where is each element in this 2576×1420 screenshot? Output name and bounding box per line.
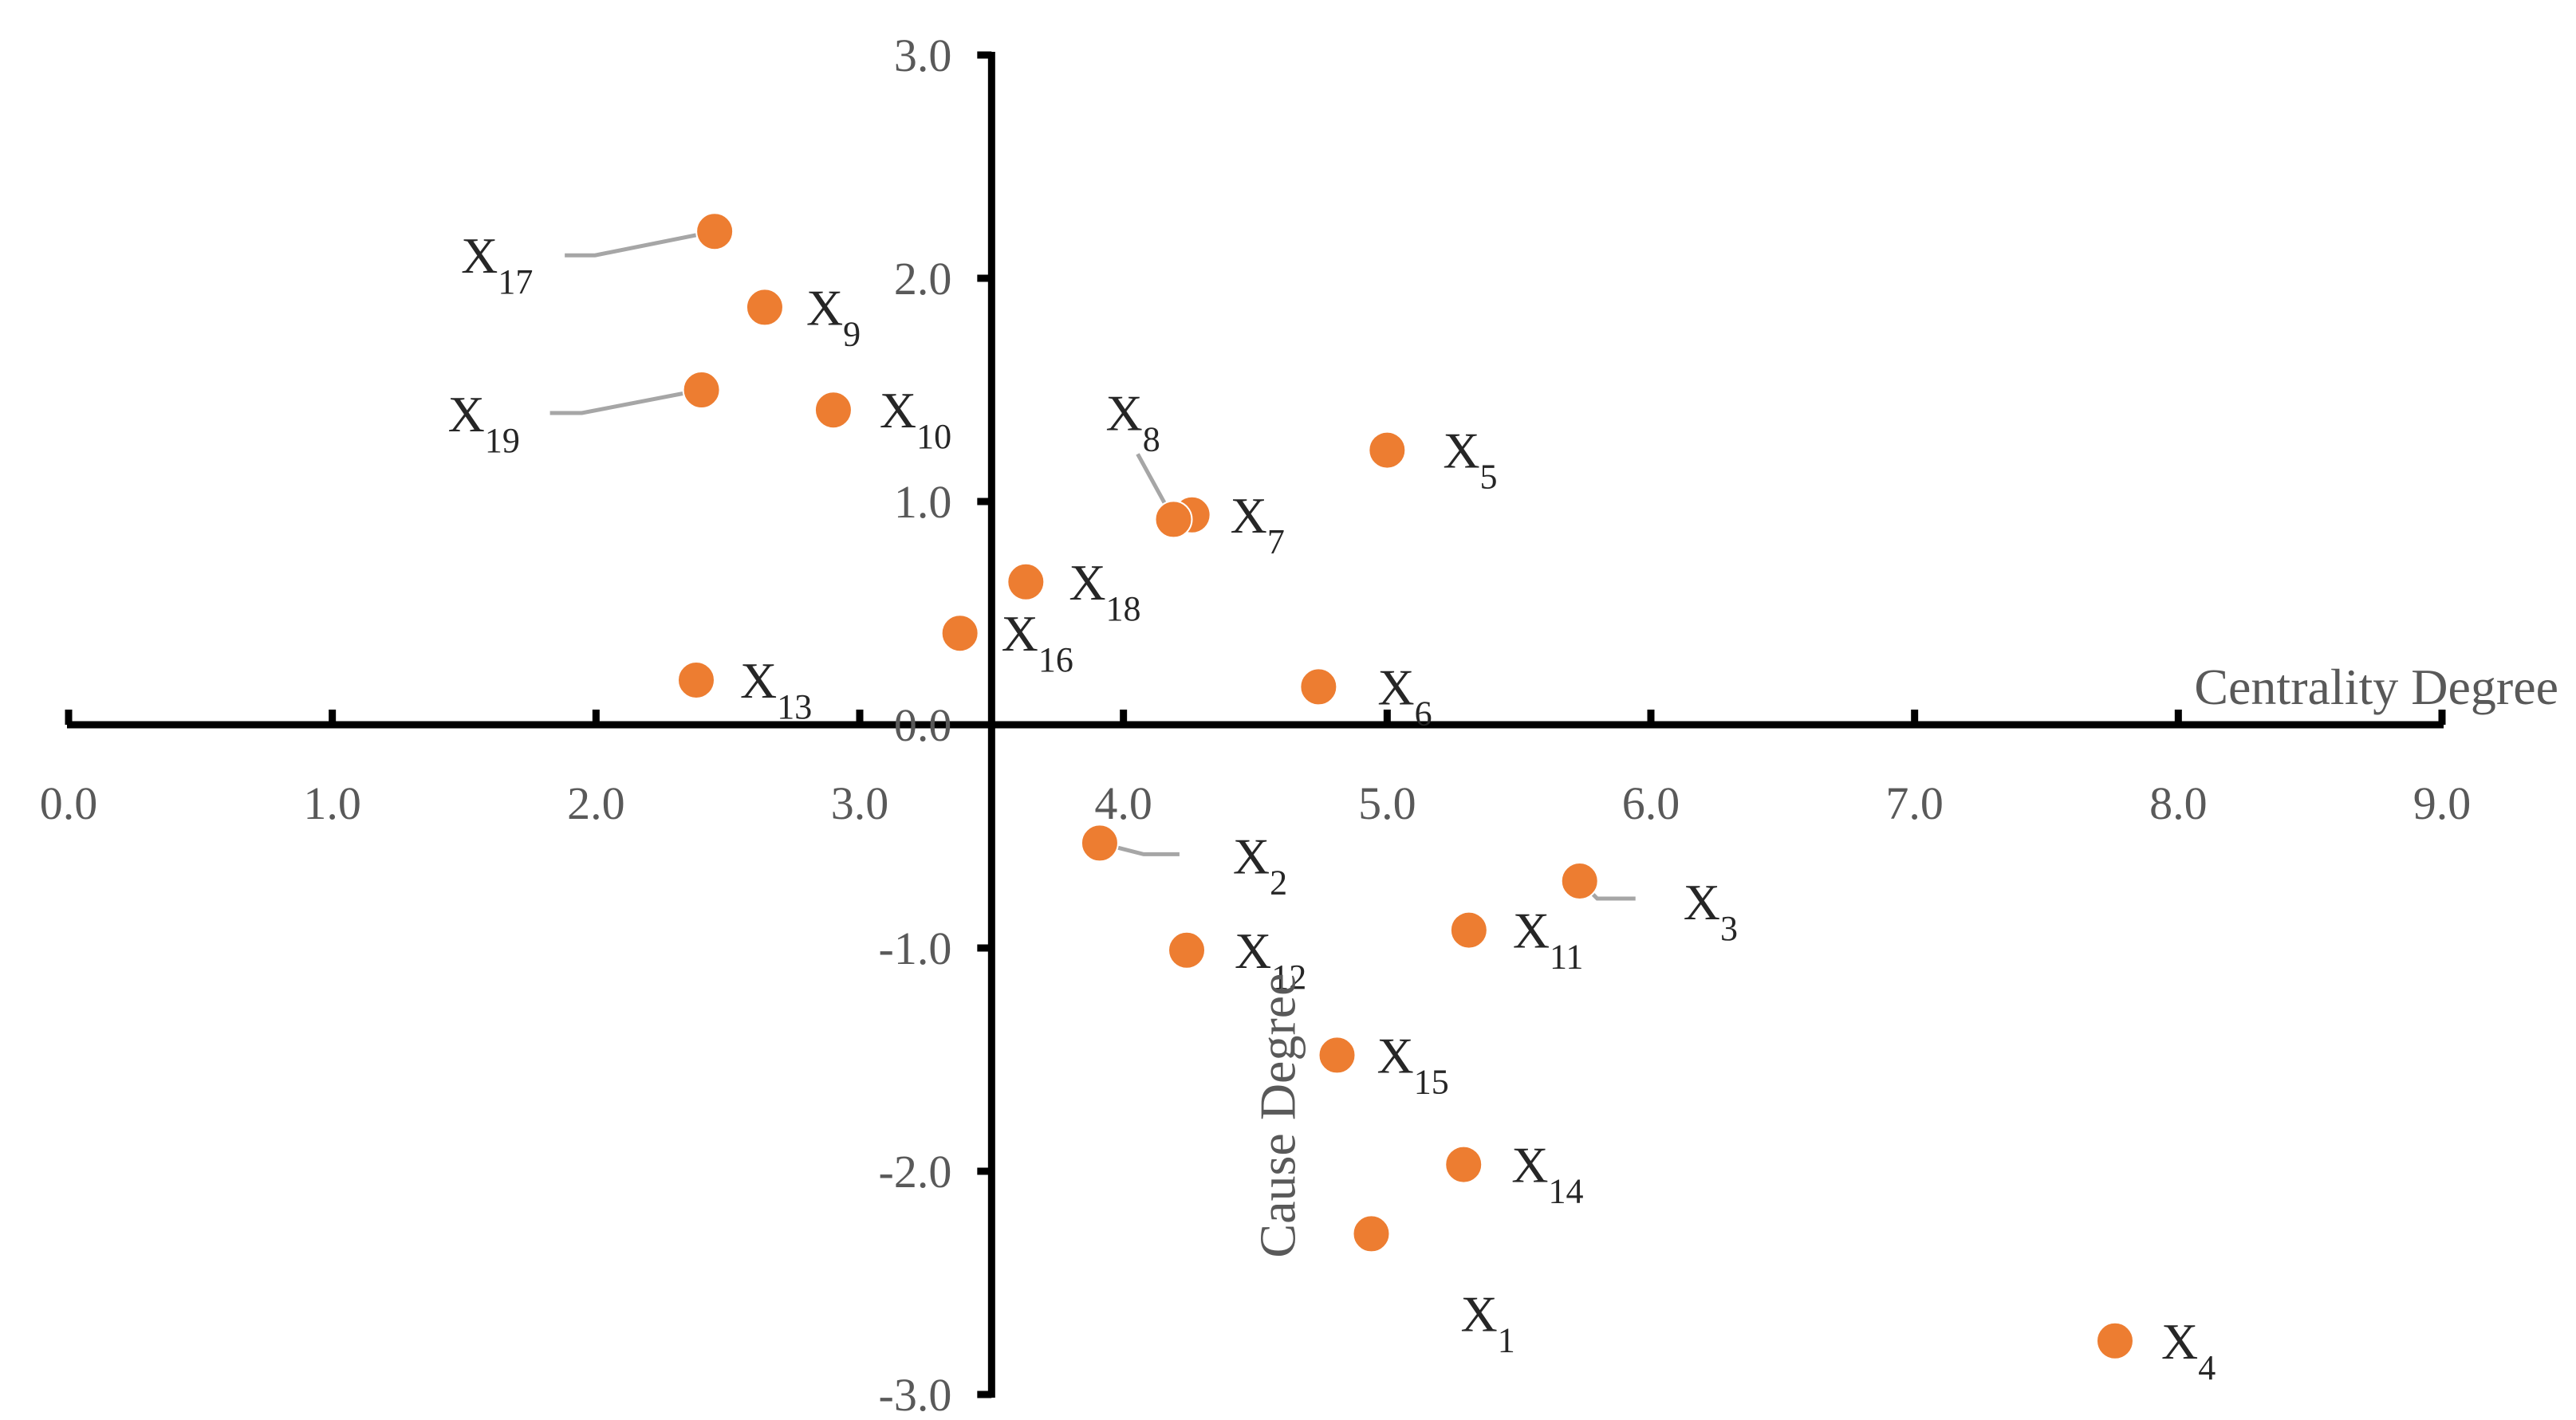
point-label-x15: X15: [1377, 1027, 1449, 1101]
data-point-x6: [1299, 667, 1338, 706]
data-point-x3: [1560, 862, 1599, 900]
x-tick-label: 0.0: [40, 777, 98, 829]
data-point-x10: [813, 391, 853, 430]
axes: [65, 51, 2446, 1398]
point-label-x1: X1: [1460, 1285, 1514, 1359]
y-tick-label: 3.0: [894, 30, 952, 81]
point-label-x5: X5: [1443, 423, 1497, 497]
y-axis-title: Cause Degree: [1250, 973, 1306, 1257]
data-point-x5: [1368, 431, 1407, 470]
data-point-x15: [1318, 1036, 1357, 1075]
x-tick-label: 2.0: [567, 777, 625, 829]
x-tick-label: 7.0: [1885, 777, 1944, 829]
x-tick-label: 4.0: [1094, 777, 1152, 829]
point-label-x13: X13: [740, 652, 812, 726]
data-point-x2: [1080, 824, 1119, 863]
tick-labels: 0.0 1.0 2.0 3.0 4.0 5.0 6.0 7.0 8.0 9.0 3.0 2.0 1.0 0…: [40, 30, 2472, 1420]
data-point-x1: [1352, 1214, 1391, 1253]
point-label-x19: X19: [448, 386, 520, 460]
data-point-x8: [1154, 500, 1193, 539]
y-tick-label: 1.0: [894, 476, 952, 528]
point-label-x2: X2: [1233, 828, 1287, 902]
point-label-x11: X11: [1513, 903, 1584, 977]
x-axis-title: Centrality Degree: [2194, 659, 2558, 715]
data-point-x9: [745, 288, 784, 327]
x-tick-label: 8.0: [2149, 777, 2208, 829]
data-point-x4: [2095, 1321, 2134, 1360]
x-tick-label: 6.0: [1622, 777, 1680, 829]
point-label-x17: X17: [461, 227, 533, 301]
point-label-x9: X9: [806, 279, 861, 353]
point-label-x4: X4: [2161, 1313, 2216, 1387]
point-label-x12: X12: [1235, 922, 1306, 997]
data-point-x16: [940, 614, 979, 653]
data-point-x14: [1444, 1145, 1483, 1184]
point-label-x18: X18: [1069, 554, 1140, 628]
point-label-x10: X10: [880, 382, 951, 456]
data-points: [676, 212, 2134, 1360]
point-label-x16: X16: [1002, 605, 1073, 679]
point-label-x3: X3: [1684, 874, 1738, 948]
y-tick-label: -2.0: [879, 1146, 952, 1198]
x-tick-label: 5.0: [1358, 777, 1416, 829]
y-tick-label: 2.0: [894, 253, 952, 305]
data-point-x17: [695, 212, 735, 251]
data-point-x13: [676, 661, 715, 699]
data-point-x19: [682, 371, 721, 409]
leader-line-x17: [565, 229, 715, 258]
data-point-x12: [1168, 930, 1207, 970]
point-label-x7: X7: [1231, 487, 1285, 561]
point-label-x6: X6: [1377, 659, 1432, 733]
leader-line-x19: [549, 387, 703, 415]
y-tick-label: 0.0: [894, 699, 952, 751]
y-tick-label: -1.0: [879, 922, 952, 974]
point-label-x8: X8: [1105, 384, 1160, 458]
data-point-x11: [1449, 911, 1488, 950]
x-tick-label: 3.0: [831, 777, 889, 829]
x-tick-label: 9.0: [2413, 777, 2472, 829]
data-point-x18: [1006, 562, 1046, 601]
x-tick-label: 1.0: [303, 777, 361, 829]
point-label-x14: X14: [1511, 1137, 1583, 1211]
y-tick-label: -3.0: [879, 1369, 952, 1420]
